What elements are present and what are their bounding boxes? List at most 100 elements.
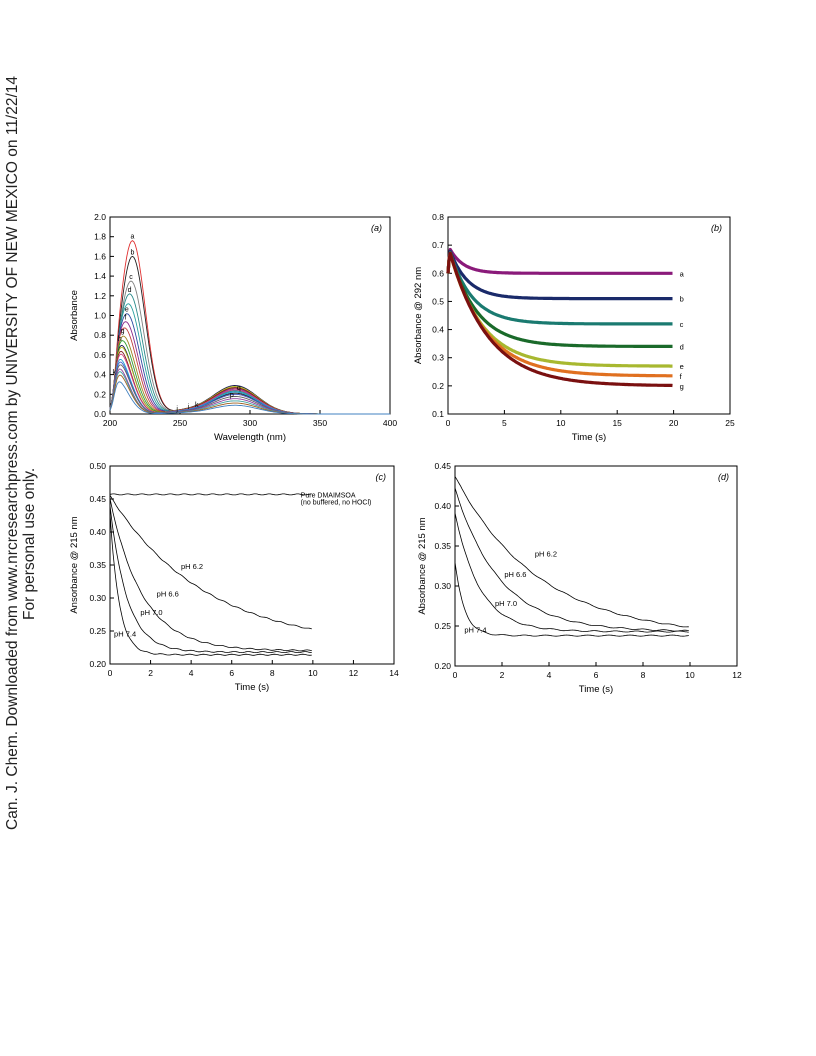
x-tick-label: 4 (189, 668, 194, 678)
x-tick-label: 5 (502, 418, 507, 428)
y-tick-label: 2.0 (94, 212, 106, 222)
plot-frame (447, 216, 731, 415)
x-tick-label: 0 (108, 668, 113, 678)
x-tick-label: 12 (349, 668, 359, 678)
y-tick-label: 0.35 (434, 541, 451, 551)
x-tick-label: 200 (103, 418, 117, 428)
decay-series-1 (109, 495, 312, 630)
annotation-pure-2: (no buffered, no HOCl) (301, 499, 372, 506)
annotation-ph62: pH 6.2 (535, 549, 557, 558)
chart-panel-b: 0 5 10 15 20 25 0.1 0.2 0.3 0.4 0.5 0.6 0.7 0.8 Time (… (413, 212, 735, 443)
x-tick-label: 4 (547, 670, 552, 680)
x-tick-label: 6 (594, 670, 599, 680)
series-label-f: f (124, 314, 126, 321)
x-tick-label: 6 (229, 668, 234, 678)
y-tick-label: 0.30 (89, 593, 106, 603)
trace-label-b: b (680, 295, 684, 304)
trace-series-d (446, 251, 673, 348)
panel-label: (a) (371, 223, 382, 233)
series-label-j: j (175, 406, 178, 413)
series-label-q: q (237, 385, 241, 392)
y-tick-label: 0.20 (89, 659, 106, 669)
annotation-ph66: pH 6.6 (157, 590, 179, 599)
chart-panel-d: 0 2 4 6 8 10 12 0.20 0.25 0.30 0.35 0.40 0.45 Time (s… (417, 461, 742, 695)
y-tick-label: 0.3 (432, 353, 444, 363)
panel-label: (b) (711, 223, 722, 233)
y-tick-label: 0.40 (89, 527, 106, 537)
y-tick-label: 0.2 (432, 381, 444, 391)
series-label-b: b (130, 249, 134, 256)
annotation-ph74: pH 7.4 (114, 629, 136, 638)
panel-label: (c) (376, 472, 387, 482)
y-tick-label: 0.45 (434, 461, 451, 471)
x-axis-label: Time (s) (579, 684, 613, 695)
y-tick-label: 0.0 (94, 409, 106, 419)
decay-series-3 (454, 562, 689, 637)
x-tick-label: 20 (669, 418, 679, 428)
x-tick-label: 2 (500, 670, 505, 680)
x-tick-label: 25 (725, 418, 735, 428)
series-label-a: a (130, 234, 134, 241)
x-tick-label: 2 (148, 668, 153, 678)
trace-label-a: a (680, 269, 685, 278)
y-tick-label: 1.6 (94, 251, 106, 261)
y-tick-label: 0.25 (89, 626, 106, 636)
decay-series-0 (109, 493, 312, 496)
y-axis-label: Absorbance @ 292 nm (413, 267, 424, 364)
x-tick-label: 10 (685, 670, 695, 680)
series-label-c: c (129, 274, 133, 281)
y-tick-label: 0.30 (434, 581, 451, 591)
annotation-ph70: pH 7.0 (495, 599, 517, 608)
y-tick-label: 1.0 (94, 311, 106, 321)
y-tick-label: 1.4 (94, 271, 106, 281)
trace-series-g (446, 251, 673, 388)
chart-panel-c: 0 2 4 6 8 10 12 14 0.20 0.25 0.30 0.35 0.40 0.45 0.50 T… (69, 461, 399, 693)
y-tick-label: 0.7 (432, 240, 444, 250)
y-tick-label: 0.50 (89, 461, 106, 471)
decay-series-2 (454, 512, 689, 633)
trace-label-e: e (680, 362, 684, 371)
trace-label-g: g (680, 382, 684, 391)
decay-series-0 (454, 476, 689, 628)
x-tick-label: 8 (641, 670, 646, 680)
series-label-k: k (195, 402, 199, 409)
annotation-ph70: pH 7.0 (140, 608, 162, 617)
x-tick-label: 250 (173, 418, 187, 428)
series-label-i: i (188, 404, 190, 411)
series-label-e: e (125, 307, 129, 314)
spectrum-series-k (109, 381, 390, 415)
y-tick-label: 0.40 (434, 501, 451, 511)
annotation-ph62: pH 6.2 (181, 562, 203, 571)
y-tick-label: 0.2 (94, 389, 106, 399)
spectrum-series-b (109, 255, 390, 415)
watermark-line-2: For personal use only. (21, 468, 38, 620)
y-tick-label: 0.45 (89, 494, 106, 504)
x-axis-label: Time (s) (235, 682, 269, 693)
decay-series-1 (454, 487, 689, 632)
y-tick-label: 0.6 (94, 350, 106, 360)
x-tick-label: 300 (243, 418, 257, 428)
y-axis-label: Absorbance @ 215 nm (417, 517, 428, 614)
series-label-p: p (230, 392, 234, 399)
y-tick-label: 0.8 (94, 330, 106, 340)
y-axis-label: Ansorbance @ 215 nm (69, 516, 80, 613)
y-tick-label: 0.8 (432, 212, 444, 222)
y-tick-label: 0.20 (434, 661, 451, 671)
x-tick-label: 14 (389, 668, 399, 678)
x-tick-label: 350 (313, 418, 327, 428)
x-axis-label: Wavelength (nm) (214, 432, 286, 443)
annotation-ph66: pH 6.6 (504, 570, 526, 579)
y-tick-label: 0.1 (432, 409, 444, 419)
x-tick-label: 0 (446, 418, 451, 428)
x-tick-label: 15 (612, 418, 622, 428)
series-label-d: d (128, 287, 132, 294)
x-tick-label: 12 (732, 670, 742, 680)
y-tick-label: 1.8 (94, 232, 106, 242)
series-label-g: g (121, 328, 125, 335)
panel-label: (d) (718, 472, 729, 482)
annotation-pure-1: Pure DMAIMSOA (301, 493, 356, 500)
trace-series-c (446, 250, 673, 326)
trace-label-c: c (680, 320, 684, 329)
x-axis-label: Time (s) (572, 432, 606, 443)
trace-label-f: f (680, 372, 683, 381)
